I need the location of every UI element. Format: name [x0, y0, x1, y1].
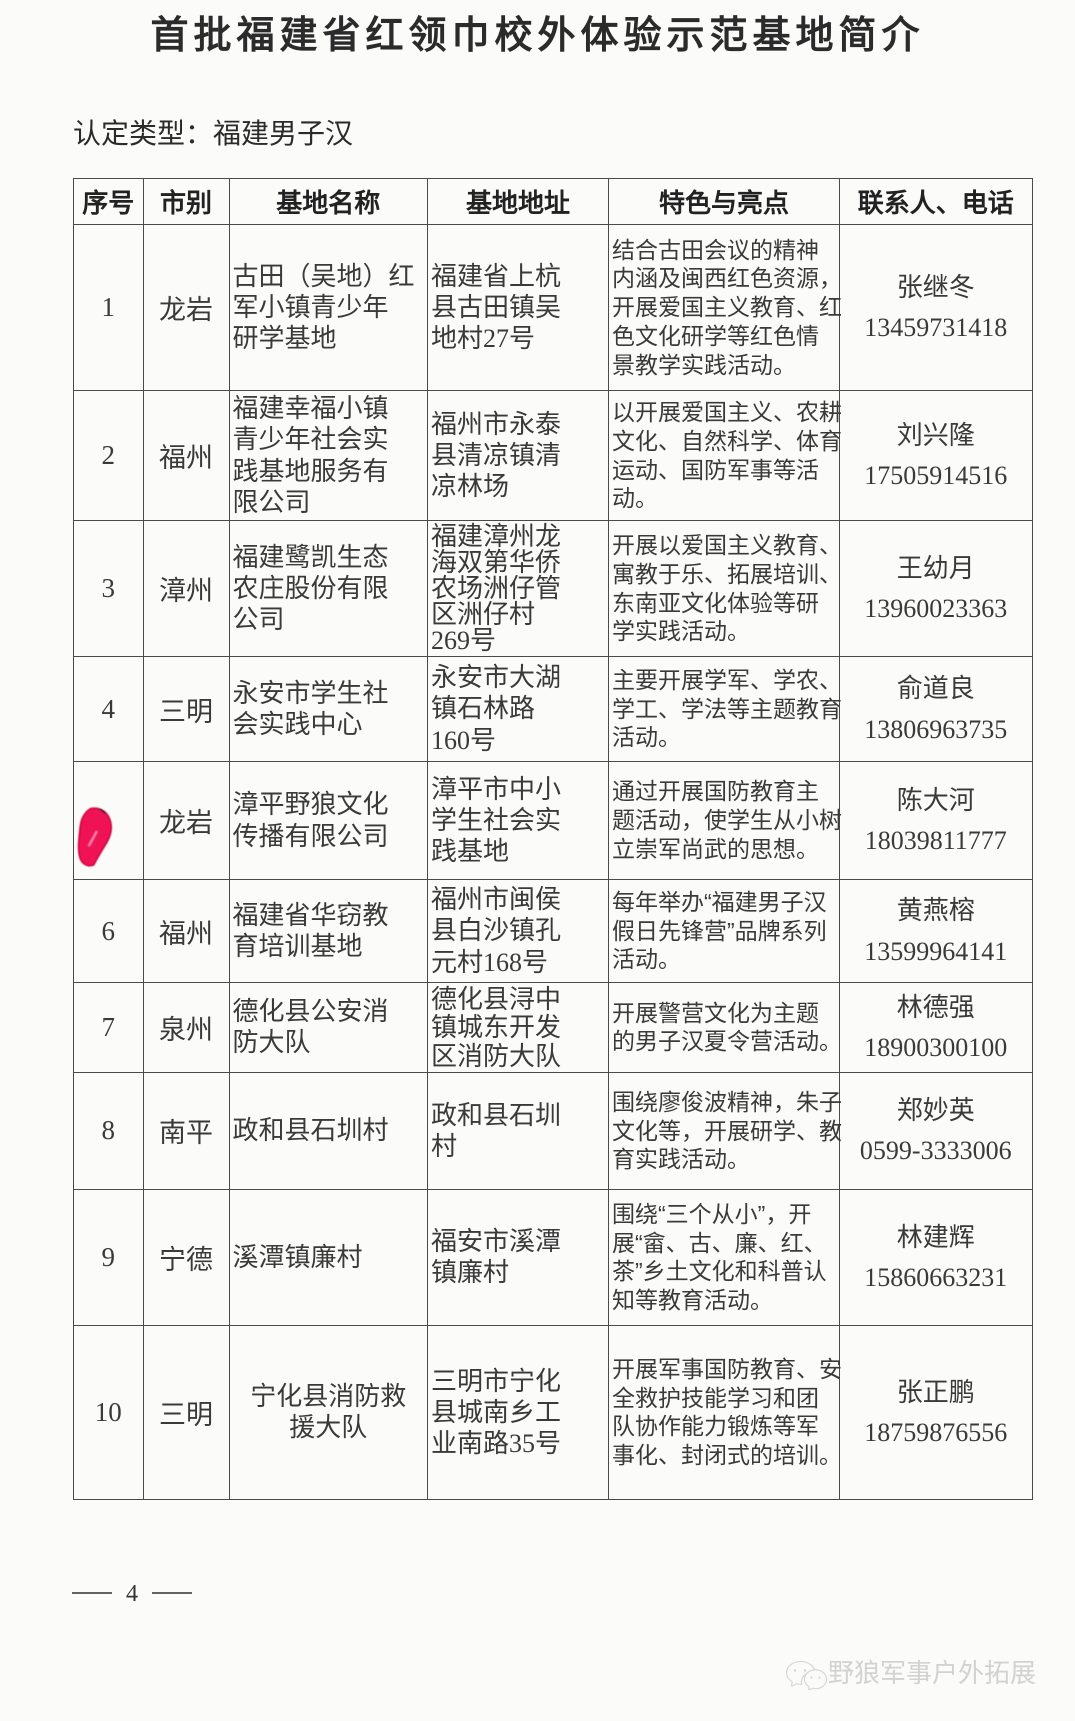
svg-text:4: 4 [126, 1581, 138, 1607]
svg-text:野狼军事户外拓展: 野狼军事户外拓展 [828, 1658, 1036, 1688]
